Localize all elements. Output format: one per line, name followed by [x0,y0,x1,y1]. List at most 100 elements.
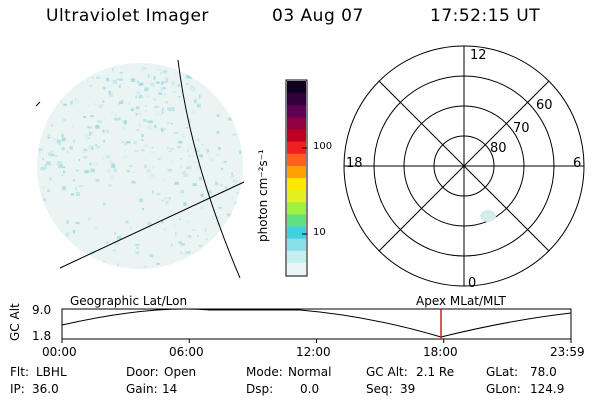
uv-speckle [88,104,91,108]
uv-speckle [139,198,143,203]
uv-speckle [167,146,170,149]
uv-speckle [44,163,47,167]
uv-speckle [192,110,196,114]
uv-speckle [157,158,162,160]
uv-speckle [232,179,237,183]
uv-speckle [149,254,154,258]
uv-speckle [86,80,89,83]
uv-speckle [111,164,116,168]
uv-speckle [135,113,138,116]
uv-speckle [136,129,139,132]
polar-ring-label-80: 80 [490,141,507,156]
uv-speckle [178,145,182,148]
uv-speckle [218,146,221,150]
uv-speckle [216,114,220,117]
uv-speckle [41,166,45,171]
earth-limb-line [59,181,245,269]
colorbar-band [287,262,306,276]
uv-speckle [156,262,160,265]
info-seq-value: 39 [400,382,416,396]
uv-speckle [156,193,161,196]
polar-plot [343,45,585,287]
info-glat-value: 78.0 [530,365,557,379]
uv-speckle [42,197,47,202]
uv-speckle [89,133,91,137]
uv-speckle [83,156,88,159]
uv-speckle [53,154,58,157]
uv-speckle [167,169,172,172]
uv-speckle [165,100,168,104]
uv-speckle [186,166,189,170]
uv-speckle [163,81,168,83]
uv-speckle [205,238,208,240]
uv-speckle [227,213,232,217]
uv-speckle [42,157,44,161]
uv-speckle [96,145,101,149]
uv-speckle [178,241,183,244]
timeline-x-tick-0000: 00:00 [42,345,77,359]
uv-speckle [183,202,187,206]
uv-speckle [186,251,191,254]
timeline-left-label: Geographic Lat/Lon [70,294,188,308]
uv-speckle [128,165,133,167]
uv-speckle [121,99,124,103]
uv-speckle [160,88,164,91]
uv-speckle [103,139,106,143]
uv-speckle [188,165,192,170]
info-glon-value: 124.9 [530,382,565,396]
uv-speckle [135,251,140,255]
uv-speckle [186,127,189,129]
uv-speckle [152,165,155,169]
uv-speckle [141,139,144,141]
uv-speckle [136,247,139,249]
colorbar-band [287,226,306,240]
uv-speckle [131,180,136,184]
uv-speckle [186,149,189,153]
info-dsp-value: 0.0 [300,382,320,396]
uv-speckle [79,185,84,187]
uv-speckle [197,103,201,108]
uv-speckle [76,192,80,196]
uv-speckle [161,199,164,202]
uv-speckle [174,181,179,185]
info-gain-label: Gain: [126,382,158,396]
uv-speckle [114,117,119,121]
uv-speckle [158,92,163,95]
uv-speckle [165,203,169,206]
uv-speckle [153,98,156,101]
time-label: 17:52:15 UT [430,6,541,26]
uv-speckle [164,197,167,200]
uv-speckle [179,158,182,160]
uv-speckle [197,166,201,169]
timeline-x-ticks [61,339,572,343]
uv-speckle [207,154,210,157]
uv-speckle [156,68,161,71]
uv-speckle [218,207,222,209]
uv-speckle [188,119,191,124]
uv-speckle [223,161,227,163]
uv-speckle [144,110,147,112]
uv-speckle [170,159,172,162]
uv-speckle [102,260,106,263]
uv-speckle [161,110,164,114]
uv-speckle [212,215,215,220]
uv-speckle [75,98,77,102]
uv-speckle [117,263,120,267]
uv-speckle [160,71,162,75]
uv-speckle [156,113,158,117]
uv-speckle [191,229,196,231]
uv-speckle [88,84,93,87]
uv-speckle [154,105,159,108]
info-door-label: Door: [126,365,159,379]
uv-speckle [162,107,164,111]
uv-speckle [117,236,122,240]
uv-speckle [87,126,92,128]
uv-speckle [102,129,105,133]
uv-speckle [214,182,219,186]
uv-speckle [47,133,51,137]
uv-speckle [44,165,47,169]
uv-speckle [124,149,126,152]
info-seq-label: Seq: [366,382,393,396]
uv-speckle [75,222,80,225]
uv-speckle [198,94,201,99]
